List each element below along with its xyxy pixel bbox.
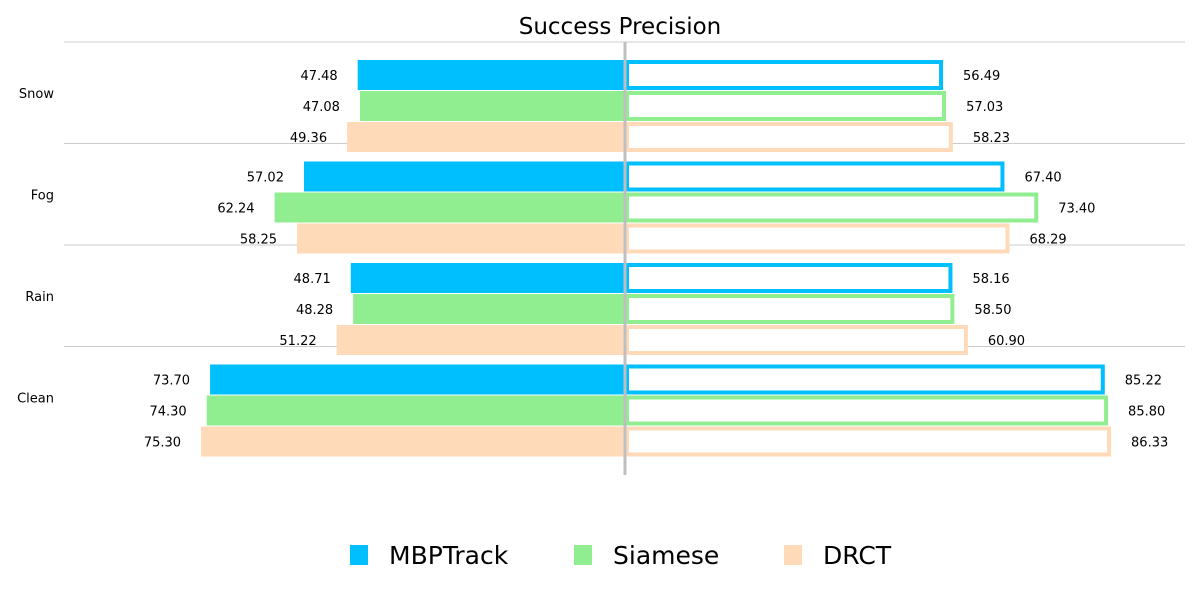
value-label-right: 85.22 xyxy=(1125,374,1162,389)
bar-right xyxy=(625,192,1039,223)
chart-title: Success Precision xyxy=(519,14,722,40)
value-label-left: 57.02 xyxy=(247,171,284,186)
value-label-right: 57.03 xyxy=(966,100,1003,115)
legend: MBPTrack Siamese DRCT xyxy=(350,541,892,570)
category-label: Clean xyxy=(17,391,54,406)
value-label-left: 48.28 xyxy=(296,303,333,318)
value-label-left: 62.24 xyxy=(217,202,254,217)
bar-left xyxy=(359,91,625,121)
bar-left xyxy=(347,122,625,152)
bar-right xyxy=(625,161,1005,192)
value-label-right: 86.33 xyxy=(1131,436,1168,451)
value-label-right: 58.23 xyxy=(973,131,1010,146)
bar-left xyxy=(274,192,625,223)
value-label-right: 67.40 xyxy=(1024,171,1061,186)
value-label-right: 58.16 xyxy=(972,272,1009,287)
category-label: Fog xyxy=(31,188,54,203)
bar-left xyxy=(357,60,625,90)
bar-right xyxy=(625,91,947,121)
bar-right xyxy=(625,325,968,355)
legend-label: Siamese xyxy=(613,541,719,570)
value-label-left: 74.30 xyxy=(149,405,186,420)
value-label-right: 56.49 xyxy=(963,69,1000,84)
value-labels: 47.48 56.49 47.08 57.03 49.36 58.23 57.02 67.40… xyxy=(144,69,1168,451)
bar-right xyxy=(625,122,953,152)
bar-left xyxy=(206,395,626,426)
bar-left xyxy=(303,161,625,192)
value-label-left: 47.08 xyxy=(303,100,340,115)
value-label-left: 58.25 xyxy=(240,233,277,248)
bar-left xyxy=(297,223,625,254)
bar-left xyxy=(336,325,625,355)
bar-right xyxy=(625,223,1010,254)
value-label-left: 47.48 xyxy=(300,69,337,84)
value-label-right: 73.40 xyxy=(1058,202,1095,217)
bars xyxy=(201,60,1112,457)
bar-right xyxy=(625,60,944,90)
bar-right xyxy=(625,364,1105,395)
bar-left xyxy=(353,294,625,324)
value-label-left: 49.36 xyxy=(290,131,327,146)
bar-left xyxy=(210,364,625,395)
legend-label: DRCT xyxy=(823,541,892,570)
legend-swatch xyxy=(350,545,368,565)
value-label-right: 60.90 xyxy=(988,334,1025,349)
bar-right xyxy=(625,395,1109,426)
value-label-left: 48.71 xyxy=(294,272,331,287)
bar-right xyxy=(625,426,1112,457)
category-labels: Snow Fog Rain Clean xyxy=(17,87,54,407)
value-label-left: 75.30 xyxy=(144,436,181,451)
value-label-left: 51.22 xyxy=(279,334,316,349)
legend-label: MBPTrack xyxy=(389,541,509,570)
value-label-left: 73.70 xyxy=(153,374,190,389)
legend-swatch xyxy=(784,545,802,565)
value-label-right: 68.29 xyxy=(1029,233,1066,248)
bar-right xyxy=(625,294,955,324)
category-label: Snow xyxy=(19,87,54,102)
bar-right xyxy=(625,263,953,293)
bar-left xyxy=(350,263,625,293)
value-label-right: 58.50 xyxy=(974,303,1011,318)
value-label-right: 85.80 xyxy=(1128,405,1165,420)
legend-swatch xyxy=(574,545,592,565)
category-label: Rain xyxy=(25,290,54,305)
bar-left xyxy=(201,426,625,457)
